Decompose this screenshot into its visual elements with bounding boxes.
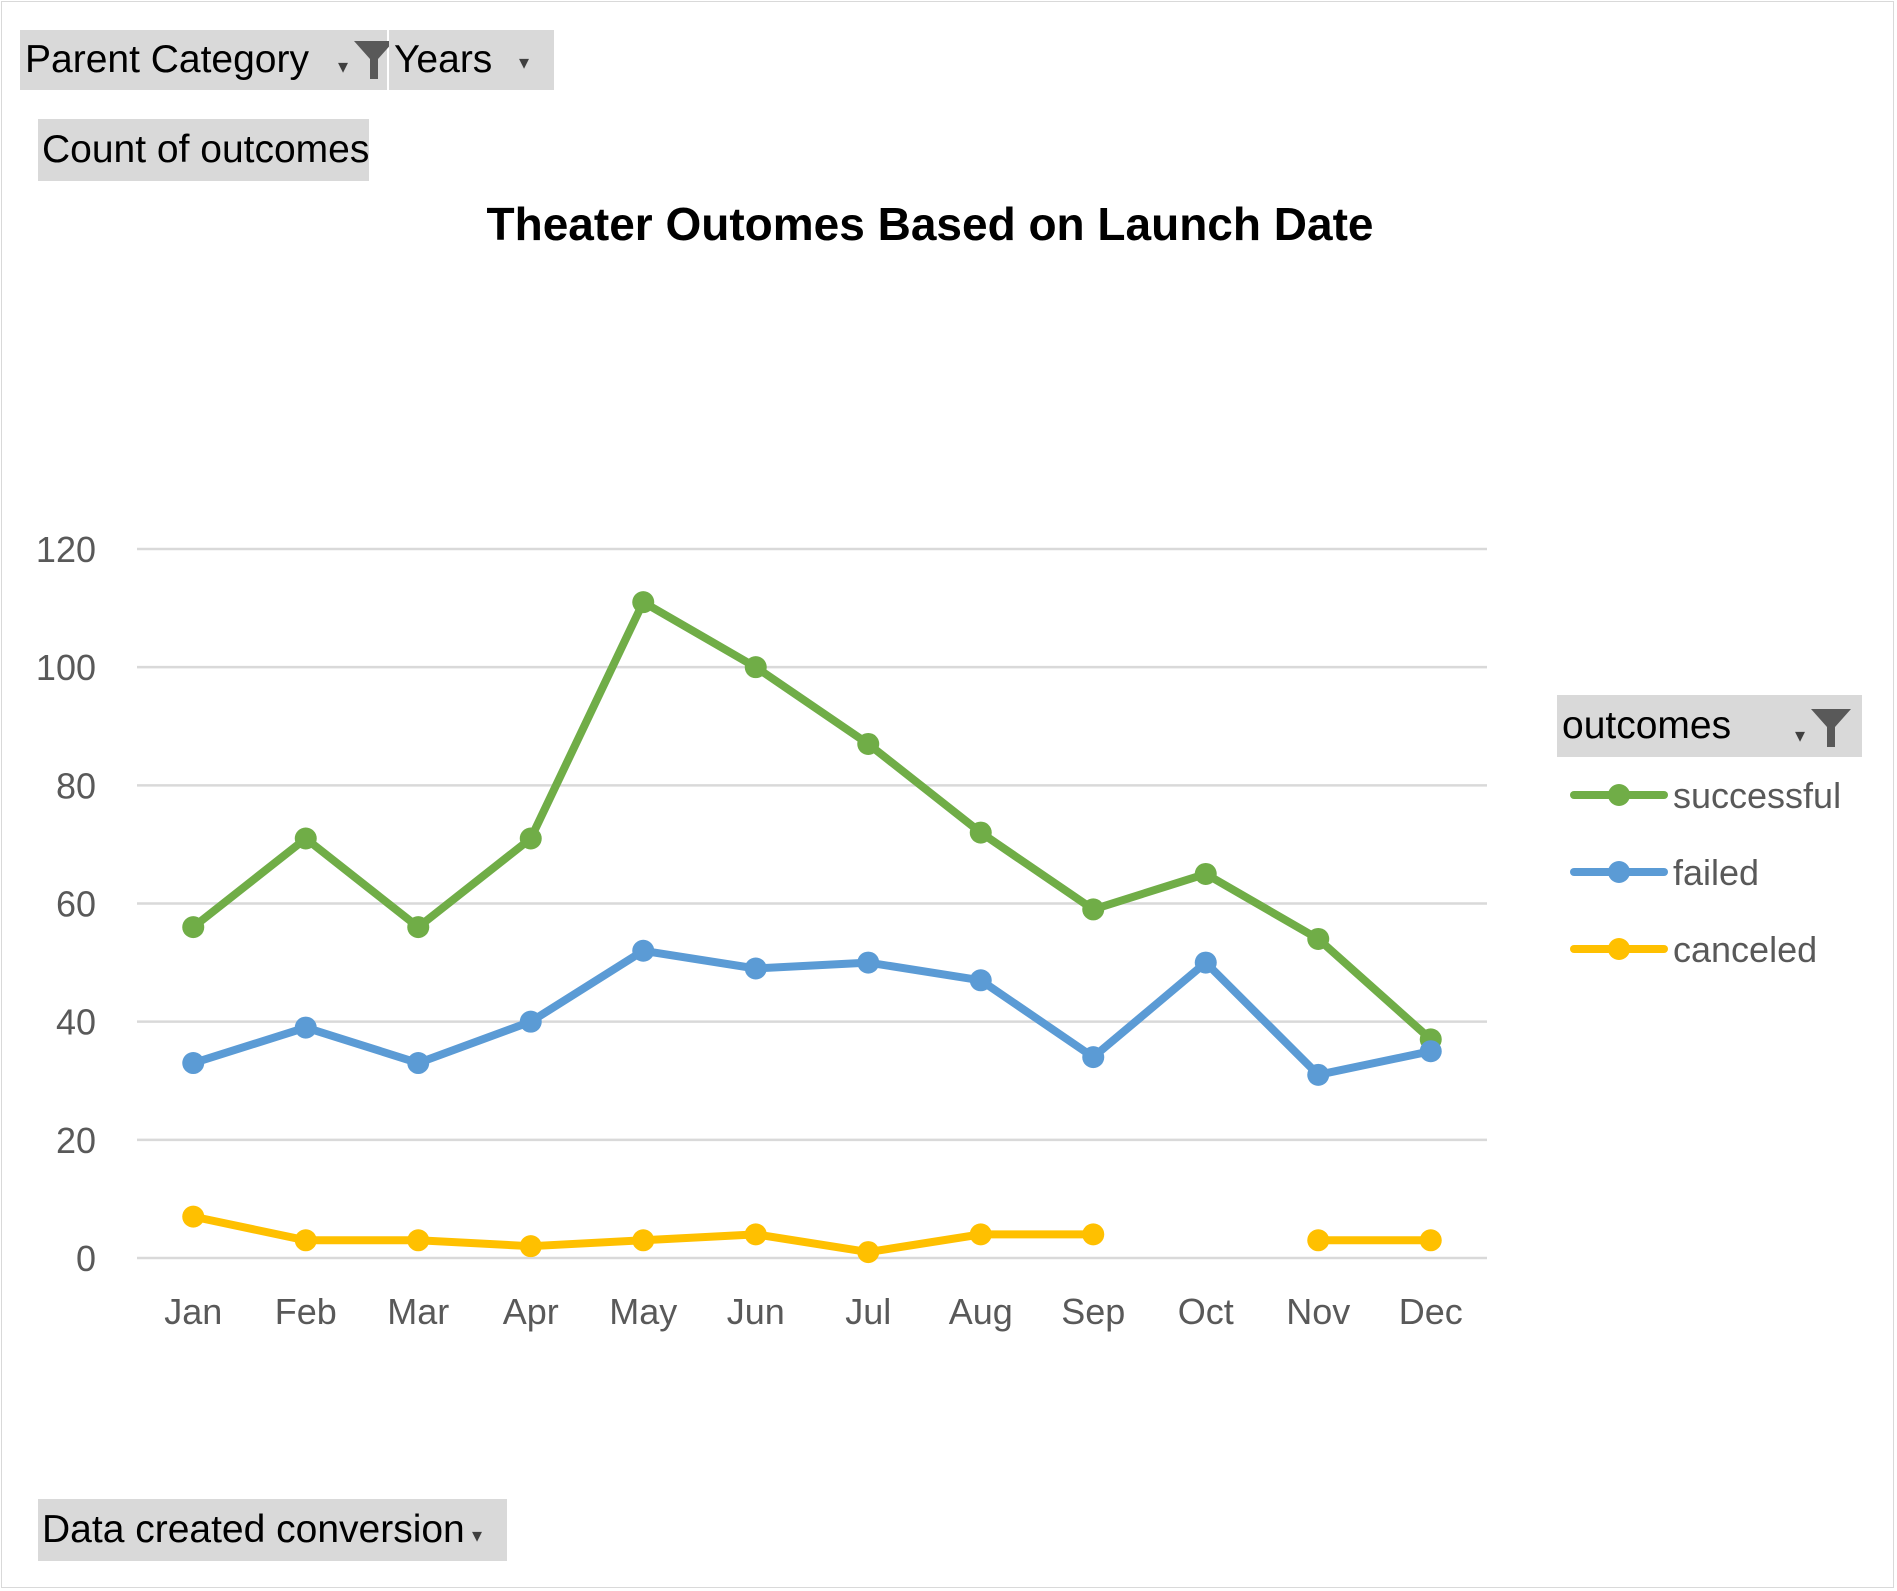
data-point <box>519 1010 542 1033</box>
legend-dot-marker <box>1608 861 1630 883</box>
data-point <box>407 1052 430 1075</box>
years-label: Years <box>394 38 493 81</box>
x-tick-label: Jul <box>845 1291 891 1332</box>
data-point <box>1419 1040 1442 1063</box>
y-tick-label: 40 <box>56 1002 96 1043</box>
dropdown-arrow-icon: ▾ <box>338 56 349 78</box>
data-point <box>744 957 767 980</box>
data-point <box>632 939 655 962</box>
data-point <box>632 591 655 614</box>
legend-label: failed <box>1673 852 1759 893</box>
x-tick-label: Jun <box>727 1291 785 1332</box>
x-axis-tick-labels: Jan Feb Mar Apr May Jun Jul Aug Sep Oct Nov Dec <box>164 1291 1463 1332</box>
data-point <box>519 827 542 850</box>
data-point <box>407 916 430 939</box>
data-series <box>182 591 1442 1264</box>
data-point <box>1194 951 1217 974</box>
data-point <box>969 821 992 844</box>
parent-category-filter-button[interactable]: Parent Category ▾ <box>20 30 394 90</box>
data-point <box>1082 1223 1105 1246</box>
data-created-conversion-button[interactable]: Data created conversion ▾ <box>38 1499 508 1561</box>
legend-item-canceled[interactable]: canceled <box>1570 929 1817 970</box>
series-successful <box>182 591 1442 1051</box>
data-point <box>857 732 880 755</box>
y-tick-label: 20 <box>56 1120 96 1161</box>
x-tick-label: Nov <box>1286 1291 1350 1332</box>
data-point <box>294 1016 317 1039</box>
x-tick-label: Dec <box>1399 1291 1463 1332</box>
data-point <box>1082 1046 1105 1069</box>
data-point <box>857 951 880 974</box>
dropdown-arrow-icon: ▾ <box>1795 725 1806 747</box>
data-point <box>519 1235 542 1258</box>
y-tick-label: 120 <box>36 529 96 570</box>
y-tick-label: 0 <box>76 1238 96 1279</box>
parent-category-label: Parent Category <box>25 38 309 81</box>
chart-title: Theater Outomes Based on Launch Date <box>487 198 1374 250</box>
legend-item-successful[interactable]: successful <box>1570 775 1841 816</box>
x-tick-label: Apr <box>503 1291 559 1332</box>
series-canceled <box>182 1205 1442 1264</box>
data-point <box>407 1229 430 1252</box>
data-point <box>857 1241 880 1264</box>
data-point <box>1307 1229 1330 1252</box>
data-point <box>182 1205 205 1228</box>
data-point <box>294 1229 317 1252</box>
series-line <box>189 598 1435 1044</box>
data-point <box>1419 1229 1442 1252</box>
data-created-conversion-label: Data created conversion <box>42 1508 465 1551</box>
data-point <box>969 969 992 992</box>
x-tick-label: Oct <box>1178 1291 1234 1332</box>
data-point <box>182 916 205 939</box>
y-tick-label: 100 <box>36 647 96 688</box>
x-tick-label: Feb <box>275 1291 337 1332</box>
data-point <box>1307 927 1330 950</box>
data-point <box>1194 862 1217 885</box>
legend-dot-marker <box>1608 784 1630 806</box>
filter-funnel-icon <box>1811 709 1851 747</box>
data-point <box>744 1223 767 1246</box>
count-of-outcomes-label: Count of outcomes <box>42 128 370 171</box>
legend-label: canceled <box>1673 929 1817 970</box>
legend-label: successful <box>1673 775 1841 816</box>
outcomes-legend-filter-button[interactable]: outcomes ▾ <box>1557 695 1863 757</box>
x-tick-label: Aug <box>949 1291 1013 1332</box>
legend-item-failed[interactable]: failed <box>1570 852 1759 893</box>
x-tick-label: Jan <box>164 1291 222 1332</box>
gridlines <box>137 547 1487 1260</box>
series-line <box>189 946 1435 1079</box>
x-tick-label: Sep <box>1061 1291 1125 1332</box>
dropdown-arrow-icon: ▾ <box>519 52 530 74</box>
data-point <box>632 1229 655 1252</box>
legend: successful failed canceled <box>1570 775 1841 970</box>
data-point <box>744 656 767 679</box>
x-tick-label: Mar <box>387 1291 449 1332</box>
data-point <box>1082 898 1105 921</box>
y-tick-label: 80 <box>56 765 96 806</box>
series-failed <box>182 939 1442 1086</box>
data-point <box>1307 1063 1330 1086</box>
y-tick-label: 60 <box>56 884 96 925</box>
filter-funnel-icon <box>354 41 394 79</box>
legend-dot-marker <box>1608 938 1630 960</box>
years-filter-button[interactable]: Years ▾ <box>389 30 555 90</box>
data-point <box>294 827 317 850</box>
data-point <box>969 1223 992 1246</box>
count-of-outcomes-button[interactable]: Count of outcomes <box>38 119 370 181</box>
y-axis-tick-labels: 0 20 40 60 80 100 120 <box>36 529 96 1279</box>
dropdown-arrow-icon: ▾ <box>472 1525 483 1547</box>
x-tick-label: May <box>609 1291 677 1332</box>
data-point <box>182 1052 205 1075</box>
outcomes-label: outcomes <box>1562 704 1732 747</box>
